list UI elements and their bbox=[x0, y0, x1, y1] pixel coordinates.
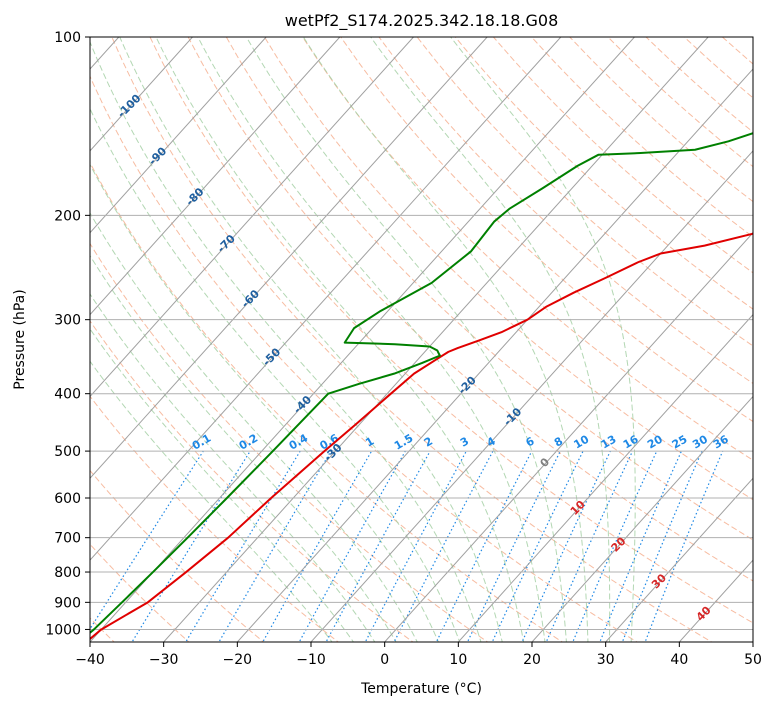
moist-adiabat-line bbox=[155, 37, 525, 642]
isotherms bbox=[90, 37, 753, 642]
isotherm-line bbox=[236, 68, 753, 642]
x-tick-label: −40 bbox=[75, 652, 105, 668]
isotherm-line bbox=[90, 37, 635, 642]
isotherm-line bbox=[90, 37, 193, 152]
y-tick-label: 300 bbox=[54, 313, 81, 329]
dry-adiabat-line bbox=[302, 37, 753, 461]
y-tick-label: 100 bbox=[54, 30, 81, 46]
plot-frame bbox=[89, 36, 754, 643]
isotherm-line bbox=[90, 37, 267, 234]
x-tick-label: 40 bbox=[670, 652, 688, 668]
mixing-ratio-line bbox=[621, 450, 703, 642]
y-tick-label: 700 bbox=[54, 531, 81, 547]
isotherm-line bbox=[90, 37, 488, 480]
x-tick-label: 20 bbox=[523, 652, 541, 668]
y-tick-label: 400 bbox=[54, 387, 81, 403]
moist-adiabat-line bbox=[245, 37, 567, 642]
x-axis: −40 −30 −20 −10 0 10 20 30 40 50 bbox=[75, 642, 762, 668]
isotherm-line bbox=[384, 231, 753, 642]
y-axis-label: Pressure (hPa) bbox=[12, 289, 28, 389]
mixing-ratio-line bbox=[521, 450, 611, 642]
mixing-ratio-line bbox=[599, 450, 682, 642]
mixing-ratio-line bbox=[491, 450, 584, 642]
x-tick-label: 0 bbox=[380, 652, 389, 668]
x-tick-label: −20 bbox=[223, 652, 253, 668]
isotherm-line bbox=[605, 477, 753, 642]
y-tick-label: 200 bbox=[54, 208, 81, 224]
moist-adiabat-line bbox=[197, 37, 546, 642]
x-tick-label: −10 bbox=[296, 652, 326, 668]
dry-adiabat-line bbox=[264, 37, 753, 501]
y-tick-label: 500 bbox=[54, 444, 81, 460]
y-tick-label: 800 bbox=[54, 565, 81, 581]
moist-adiabat-line bbox=[119, 37, 503, 642]
moist-adiabat-line bbox=[90, 293, 376, 642]
mixing-ratio-line bbox=[90, 450, 204, 631]
moist-adiabat-line bbox=[370, 37, 611, 642]
chart-title: wetPf2_S174.2025.342.18.18.G08 bbox=[285, 11, 559, 31]
isotherm-line bbox=[90, 37, 414, 398]
x-tick-label: 30 bbox=[597, 652, 615, 668]
mixing-ratio-line bbox=[393, 450, 494, 642]
mixing-ratio-lines bbox=[90, 450, 724, 642]
profile-series bbox=[90, 132, 753, 641]
moist-adiabat-line bbox=[302, 37, 589, 642]
dry-adiabat-line bbox=[90, 75, 638, 642]
x-tick-label: 10 bbox=[449, 652, 467, 668]
x-tick-label: −30 bbox=[149, 652, 179, 668]
y-axis: 100 200 300 400 500 600 700 800 900 1000 bbox=[45, 30, 90, 638]
y-tick-label: 1000 bbox=[45, 622, 81, 638]
isotherm-line bbox=[90, 37, 562, 561]
isotherm-line bbox=[163, 37, 709, 642]
dewpoint-profile-line bbox=[90, 132, 753, 635]
dry-adiabat-line bbox=[378, 37, 753, 385]
isotherm-line bbox=[90, 37, 341, 316]
isotherm-line bbox=[310, 150, 753, 642]
x-axis-label: Temperature (°C) bbox=[360, 681, 482, 697]
y-tick-label: 900 bbox=[54, 595, 81, 611]
x-tick-label: 50 bbox=[744, 652, 762, 668]
moist-adiabat-line bbox=[90, 40, 482, 642]
dry-adiabat-line bbox=[225, 37, 753, 541]
dry-adiabat-line bbox=[187, 37, 753, 582]
mixing-ratio-line bbox=[218, 450, 332, 642]
temperature-profile-line bbox=[90, 232, 753, 641]
pressure-gridlines bbox=[90, 37, 753, 630]
moist-adiabat-line bbox=[450, 37, 636, 642]
isotherm-line bbox=[531, 395, 753, 642]
dry-adiabat-line bbox=[454, 37, 753, 310]
isotherm-line bbox=[457, 313, 753, 642]
y-tick-label: 600 bbox=[54, 491, 81, 507]
mixing-ratio-line bbox=[131, 450, 251, 642]
